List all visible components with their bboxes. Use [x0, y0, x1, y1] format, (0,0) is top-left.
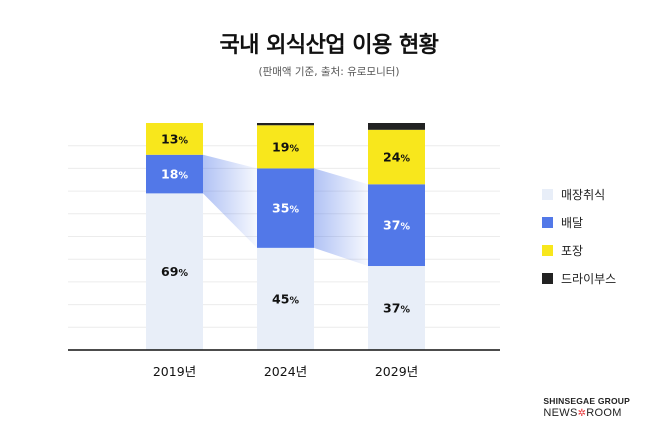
- legend-swatch: [542, 188, 553, 200]
- legend-item: 포장: [542, 236, 616, 264]
- bar-segment-2: [257, 125, 314, 169]
- legend-swatch: [542, 216, 553, 228]
- legend-label: 드라이부스: [561, 271, 617, 286]
- x-tick-label: 2024년: [264, 364, 307, 379]
- bar-segment-0: [368, 266, 425, 350]
- data-label: 35%: [272, 201, 299, 216]
- data-label: 45%: [272, 291, 299, 306]
- brand-news: NEWS: [543, 407, 578, 419]
- x-tick-label: 2019년: [153, 364, 196, 379]
- x-tick-labels: 2019년 2024년 2029년: [153, 364, 418, 379]
- data-label: 19%: [272, 139, 299, 154]
- legend-item: 드라이부스: [542, 264, 616, 292]
- bar-segment-0: [257, 247, 314, 350]
- brand-group-name: SHINSEGAE GROUP: [543, 396, 630, 406]
- chart-title: 국내 외식산업 이용 현황: [219, 33, 439, 58]
- data-label: 13%: [161, 131, 188, 146]
- newsroom-logo: SHINSEGAE GROUP NEWS✲ROOM: [543, 396, 630, 419]
- brand-room: ROOM: [586, 407, 622, 419]
- bar-segment-2: [146, 123, 203, 155]
- chart-subtitle: (판매액 기준, 출처: 유로모니터): [258, 66, 400, 78]
- data-label: 37%: [383, 301, 410, 316]
- bar-segment-1: [257, 168, 314, 248]
- legend-swatch: [542, 244, 553, 256]
- legend-item: 매장취식: [542, 180, 616, 208]
- data-label: 18%: [161, 167, 188, 182]
- series-connector: [203, 154, 257, 248]
- bar-segment-1: [146, 154, 203, 194]
- bar-segment-3: [257, 123, 314, 126]
- bar-segment-1: [368, 184, 425, 267]
- series-connector: [314, 168, 368, 267]
- data-labels: 69% 18% 13% 45% 35% 19% 37% 37% 24%: [161, 131, 410, 315]
- data-label: 24%: [383, 150, 410, 165]
- data-label: 69%: [161, 264, 188, 279]
- legend-item: 배달: [542, 208, 616, 236]
- bars: [146, 123, 425, 350]
- legend-label: 배달: [561, 215, 584, 230]
- data-label: 37%: [383, 218, 410, 233]
- bar-segment-0: [146, 193, 203, 350]
- bar-segment-2: [368, 129, 425, 185]
- legend-label: 매장취식: [561, 187, 606, 202]
- legend-label: 포장: [561, 243, 584, 258]
- bar-segment-3: [368, 123, 425, 130]
- bar-connectors: [203, 154, 368, 267]
- brand-newsroom: NEWS✲ROOM: [543, 407, 630, 419]
- legend-swatch: [542, 272, 553, 284]
- x-tick-label: 2029년: [375, 364, 418, 379]
- star-icon: ✲: [577, 408, 587, 419]
